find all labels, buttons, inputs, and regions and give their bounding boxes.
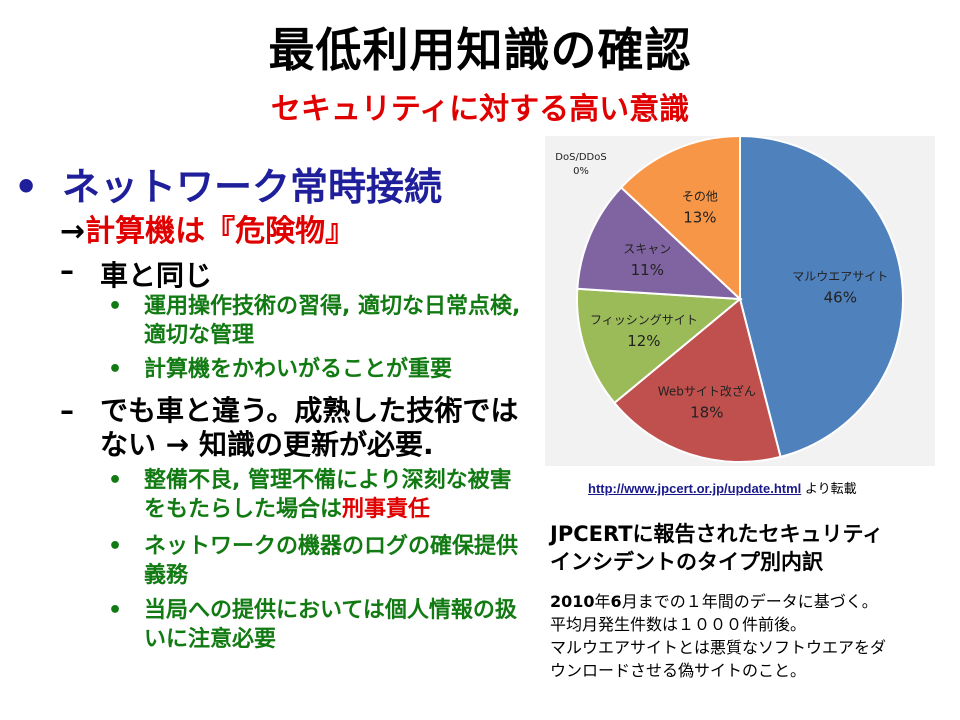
point2-sub3: • 当局への提供においては個人情報の扱いに注意必要 (108, 596, 518, 654)
pie-slice-percent: 11% (631, 261, 664, 279)
pie-slice-label: DoS/DDoS (555, 152, 606, 163)
sub-bullet: • (108, 598, 123, 623)
point2-sub1-prefix: 整備不良, 管理不備により深刻な被害をもたらした場合は (144, 468, 512, 522)
point2-line2: ない → 知識の更新が必要. (100, 428, 434, 461)
main-heading2-line: →計算機は『危険物』 (60, 206, 355, 250)
caption-line2: 平均月発生件数は１０００件前後。 (550, 615, 807, 634)
sub-bullet: • (108, 468, 123, 493)
point2-sub1-text: 整備不良, 管理不備により深刻な被害をもたらした場合は刑事責任 (144, 466, 528, 524)
pie-slice (576, 186, 743, 301)
point2-sub1-red: 刑事責任 (342, 497, 431, 522)
pie-slice (619, 136, 741, 302)
pie-chart: マルウエアサイト 46% Webサイト改ざん 18% フィッシングサイト 12% スキャン 1… (555, 136, 904, 464)
point1-sub1-text: 運用操作技術の習得, 適切な日常点検, 適切な管理 (144, 294, 521, 348)
point2-sub3-text: 当局への提供においては個人情報の扱いに注意必要 (144, 598, 517, 652)
source-link[interactable]: http://www.jpcert.or.jp/update.html (588, 481, 802, 496)
point2-text-block: でも車と違う。成熟した技術では ない → 知識の更新が必要. (100, 394, 518, 462)
slide-subtitle: セキュリティに対する高い意識 (270, 92, 690, 127)
pie-slice-percent: 46% (824, 288, 857, 306)
pie-chart-panel: マルウエアサイト 46% Webサイト改ざん 18% フィッシングサイト 12% スキャン 1… (545, 136, 935, 466)
pie-slice-label: Webサイト改ざん (658, 383, 756, 398)
caption-month: 6 (610, 592, 622, 611)
point1-sub2-text: 計算機をかわいがることが重要 (144, 357, 453, 382)
pie-slice-label: マルウエアサイト (792, 269, 888, 283)
main-heading2: 計算機は『危険物』 (85, 214, 356, 249)
caption-title-line1: JPCERTに報告されたセキュリティ (550, 522, 884, 546)
caption-line1-rest: 月までの１年間のデータに基づく。 (621, 592, 878, 611)
pie-slice (613, 297, 782, 464)
caption-line4: ウンロードさせる偽サイトのこと。 (550, 661, 807, 680)
pie-slice-percent: 13% (683, 208, 716, 226)
dash-glyph: – (60, 254, 74, 287)
point2-sub2-text: ネットワークの機器のログの確保提供義務 (144, 534, 519, 588)
pie-slice (739, 136, 904, 459)
source-line: http://www.jpcert.or.jp/update.html より転載 (588, 478, 857, 497)
caption-title: JPCERTに報告されたセキュリティ インシデントのタイプ別内訳 (550, 520, 950, 576)
point2-sub2: • ネットワークの機器のログの確保提供義務 (108, 532, 518, 590)
arrow-glyph: → (60, 214, 86, 249)
pie-slice-percent: 18% (690, 403, 723, 421)
pie-slice-percent: 0% (573, 166, 589, 177)
caption-year: 2010 (550, 592, 595, 611)
point2-line1: でも車と違う。成熟した技術では (100, 394, 519, 427)
point1: – 車と同じ (60, 254, 212, 294)
point1-sub1: • 運用操作技術の習得, 適切な日常点検, 適切な管理 (108, 292, 538, 350)
caption-nen: 年 (594, 592, 611, 611)
pie-slice-label: その他 (682, 189, 718, 203)
caption-title-line2: インシデントのタイプ別内訳 (550, 550, 823, 574)
point1-text: 車と同じ (100, 259, 213, 292)
main-heading: ネットワーク常時接続 (62, 165, 443, 209)
slide-title: 最低利用知識の確認 (268, 23, 692, 77)
main-bullet: • ネットワーク常時接続 (14, 156, 534, 211)
caption-line3: マルウエアサイトとは悪質なソフトウエアをダ (550, 638, 887, 657)
sub-bullet: • (108, 534, 123, 559)
sub-bullet: • (108, 357, 123, 382)
pie-slice-label: スキャン (623, 242, 671, 256)
caption-body: 2010年6月までの１年間のデータに基づく。 平均月発生件数は１０００件前後。 … (550, 590, 950, 682)
source-suffix: より転載 (804, 481, 857, 496)
dash-glyph: – (60, 394, 74, 427)
point2: – でも車と違う。成熟した技術では ない → 知識の更新が必要. (60, 394, 540, 462)
pie-slice (575, 287, 743, 405)
bullet-dot: • (14, 165, 39, 209)
sub-bullet: • (108, 294, 123, 319)
point2-sub1: • 整備不良, 管理不備により深刻な被害をもたらした場合は刑事責任 (108, 466, 528, 524)
pie-slice-percent: 12% (627, 332, 660, 350)
point1-sub2: • 計算機をかわいがることが重要 (108, 355, 538, 384)
pie-slice-label: フィッシングサイト (590, 313, 698, 327)
